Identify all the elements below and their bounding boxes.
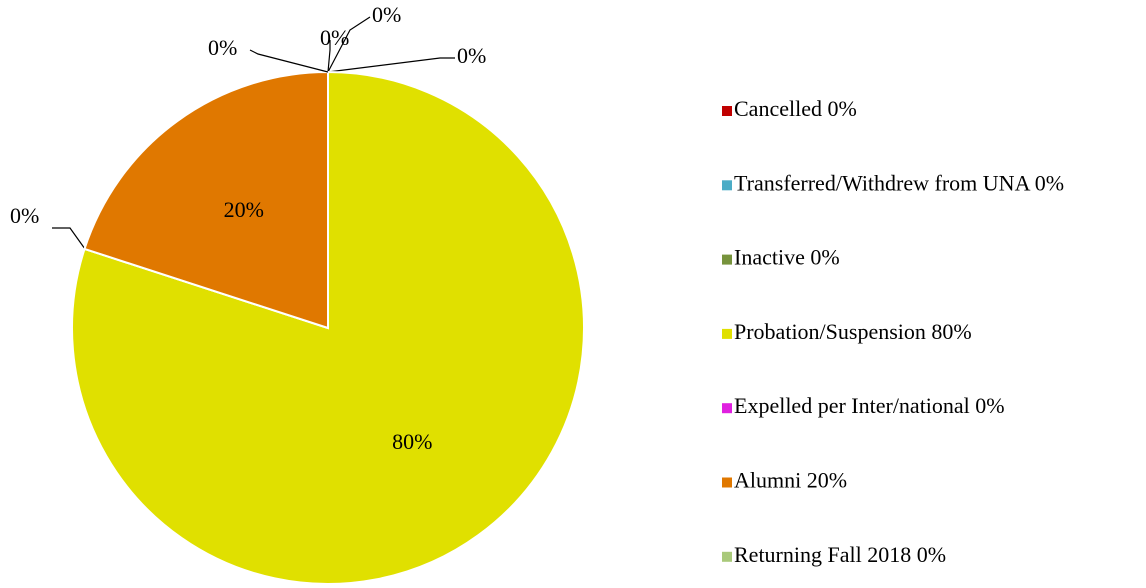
legend-name: Returning Fall 2018	[734, 542, 911, 567]
legend-label: Probation/Suspension 80%	[734, 319, 972, 344]
legend-swatch	[722, 180, 732, 191]
legend-name: Inactive	[734, 245, 805, 270]
data-label: 0%	[457, 43, 486, 68]
legend-swatch	[722, 254, 732, 265]
data-label: 20%	[224, 197, 264, 222]
data-label: 0%	[10, 203, 39, 228]
leader-line	[52, 227, 86, 250]
pie-slice	[83, 70, 329, 330]
legend-label: Expelled per Inter/national 0%	[734, 393, 1005, 418]
legend-value: 0%	[810, 245, 839, 270]
data-label: 80%	[392, 429, 432, 454]
legend-name: Alumni	[734, 468, 801, 493]
legend-swatch	[722, 551, 732, 562]
data-label: 0%	[208, 35, 237, 60]
legend-name: Probation/Suspension	[734, 319, 926, 344]
legend-swatch	[722, 403, 732, 414]
legend-label: Alumni 20%	[734, 468, 847, 493]
data-label: 0%	[320, 25, 349, 50]
legend-label: Transferred/Withdrew from UNA 0%	[734, 170, 1064, 195]
leader-line	[327, 40, 331, 73]
legend-swatch	[722, 106, 732, 116]
legend-value: 0%	[1035, 170, 1064, 195]
leader-line	[327, 16, 371, 73]
data-label: 0%	[372, 2, 401, 27]
legend-name: Cancelled	[734, 96, 822, 121]
legend-value: 0%	[975, 393, 1004, 418]
legend-value: 80%	[931, 319, 971, 344]
leader-line	[327, 57, 455, 73]
legend-value: 0%	[917, 542, 946, 567]
legend-name: Transferred/Withdrew from UNA	[734, 170, 1031, 195]
legend-label: Cancelled 0%	[734, 96, 857, 121]
legend-name: Expelled per Inter/national	[734, 393, 970, 418]
leader-line	[249, 49, 329, 73]
legend-swatch	[722, 477, 732, 488]
legend-swatch	[722, 328, 732, 339]
legend-value: 0%	[827, 96, 856, 121]
legend-label: Inactive 0%	[734, 245, 840, 270]
pie-slice	[71, 70, 585, 585]
legend-value: 20%	[807, 468, 847, 493]
legend-label: Returning Fall 2018 0%	[734, 542, 946, 567]
